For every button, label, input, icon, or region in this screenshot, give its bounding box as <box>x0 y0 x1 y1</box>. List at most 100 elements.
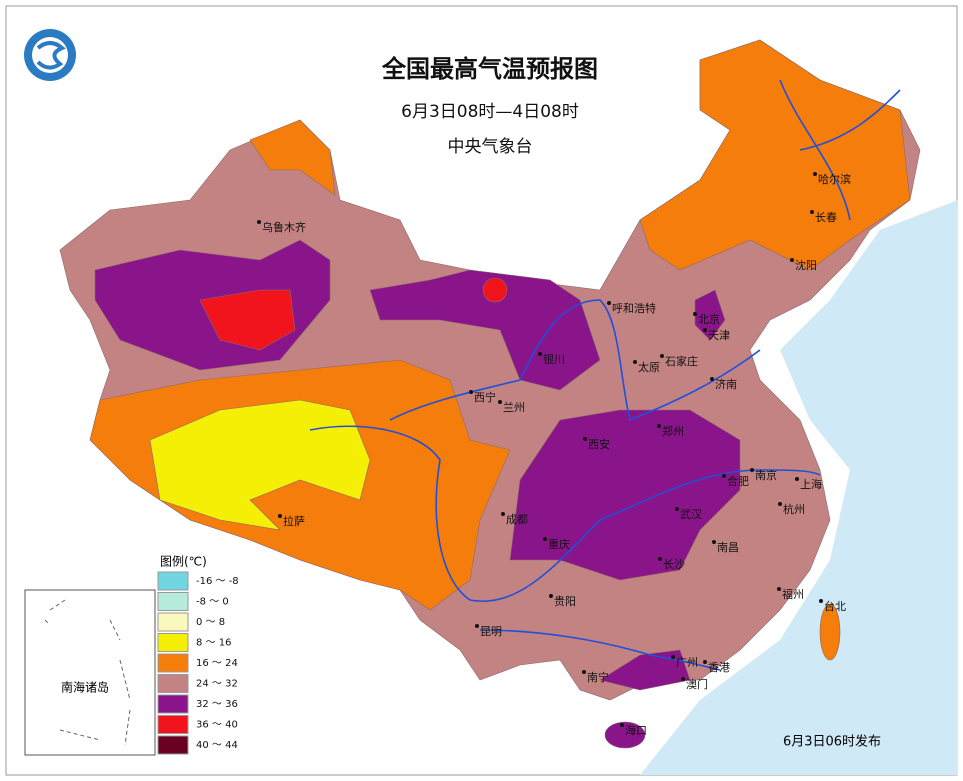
legend-swatch <box>157 571 189 591</box>
legend-swatch <box>157 633 189 652</box>
subtitle: 6月3日08时—4日08时 <box>401 102 579 122</box>
city-label: 太原 <box>638 361 660 374</box>
legend-swatch <box>157 674 189 693</box>
city-label: 沈阳 <box>795 258 817 272</box>
city-dot <box>703 660 707 664</box>
legend-label: 36 ～ 40 <box>196 720 238 731</box>
city-dot <box>582 670 586 674</box>
zone-32-36 <box>509 409 741 581</box>
city-label: 乌鲁木齐 <box>262 220 306 234</box>
city-label: 济南 <box>715 377 737 391</box>
city-dot <box>549 594 553 598</box>
city-dot <box>658 557 662 561</box>
city-label: 银川 <box>543 352 565 366</box>
city-dot <box>790 258 794 262</box>
city-label: 福州 <box>782 587 804 601</box>
city-label: 兰州 <box>503 401 525 414</box>
zone-8-16 <box>149 399 371 531</box>
city-label: 澳门 <box>686 677 708 691</box>
city-label: 长沙 <box>663 558 685 571</box>
inset-lines <box>44 599 131 746</box>
legend-label: 24 ～ 32 <box>196 679 238 690</box>
city-label: 上海 <box>800 477 822 491</box>
zone-32-36 <box>694 289 726 341</box>
legend: -16 ～ -8 -8 ～ 0 0 ～ 8 8 ～ 16 16 ～ 24 24 ～ 32 3… <box>157 571 239 755</box>
city-label: 海口 <box>625 723 647 737</box>
city-label: 拉萨 <box>283 514 305 528</box>
city-label: 昆明 <box>480 625 502 638</box>
city-label: 北京 <box>698 312 720 326</box>
city-dot <box>681 677 685 681</box>
issue-time: 6月3日06时发布 <box>783 734 881 750</box>
city-dot <box>712 540 716 544</box>
city-dot <box>633 360 637 364</box>
city-dot <box>538 352 542 356</box>
legend-label: 40 ～ 44 <box>196 740 238 751</box>
inset-frame <box>24 589 156 756</box>
city-dot <box>498 400 502 404</box>
legend-label: 32 ～ 36 <box>196 699 238 710</box>
city-label: 哈尔滨 <box>818 172 851 186</box>
city-label: 郑州 <box>662 424 684 438</box>
city-label: 呼和浩特 <box>612 301 656 315</box>
city-label: 重庆 <box>548 537 570 551</box>
city-dot <box>795 477 799 481</box>
city-label: 成都 <box>506 513 528 526</box>
city-dot <box>675 507 679 511</box>
logo <box>24 29 76 81</box>
city-label: 长春 <box>815 211 837 224</box>
sea <box>640 200 958 775</box>
legend-swatch <box>157 592 189 611</box>
rivers <box>309 79 901 671</box>
zone-16-24 <box>819 603 841 661</box>
city-label: 西安 <box>588 437 610 451</box>
city-dot <box>501 512 505 516</box>
zone-16-24 <box>249 119 336 196</box>
city-dot <box>819 599 823 603</box>
zone-32-36 <box>599 649 691 691</box>
legend-label: -8 ～ 0 <box>196 597 229 608</box>
city-label: 西宁 <box>474 390 496 404</box>
city-label: 杭州 <box>783 502 805 516</box>
zone-32-36 <box>369 269 601 391</box>
publisher: 中央气象台 <box>448 137 533 157</box>
city-dot <box>543 537 547 541</box>
city-label: 台北 <box>824 599 846 613</box>
city-label: 南宁 <box>587 670 609 684</box>
inset-label: 南海诸岛 <box>61 680 109 695</box>
zone-16-24 <box>639 39 911 271</box>
city-dot <box>660 354 664 358</box>
zone-36-40 <box>199 289 296 351</box>
city-dot <box>750 468 754 472</box>
city-dot <box>810 210 814 214</box>
city-label: 南京 <box>755 468 777 482</box>
legend-label: -16 ～ -8 <box>196 576 239 587</box>
legend-swatch <box>157 735 189 755</box>
legend-title: 图例(℃) <box>160 555 207 569</box>
city-dot <box>607 301 611 305</box>
city-label: 武汉 <box>680 508 702 521</box>
city-label: 南昌 <box>717 541 739 554</box>
city-label: 合肥 <box>727 474 749 488</box>
city-dot <box>722 474 726 478</box>
legend-label: 8 ～ 16 <box>196 638 231 649</box>
city-dot <box>813 172 817 176</box>
legend-swatch <box>157 694 189 714</box>
city-label: 广州 <box>676 656 698 669</box>
city-dot <box>475 624 479 628</box>
zone-32-36 <box>604 721 646 749</box>
city-label: 香港 <box>708 661 730 674</box>
city-dot <box>778 502 782 506</box>
city-label: 石家庄 <box>665 354 698 368</box>
city-dot <box>693 312 697 316</box>
legend-swatch <box>157 653 189 673</box>
legend-label: 0 ～ 8 <box>196 617 225 628</box>
city-label: 贵阳 <box>554 595 576 608</box>
city-dot <box>777 587 781 591</box>
legend-swatch <box>157 715 189 734</box>
city-dot <box>703 328 707 332</box>
city-dot <box>620 723 624 727</box>
